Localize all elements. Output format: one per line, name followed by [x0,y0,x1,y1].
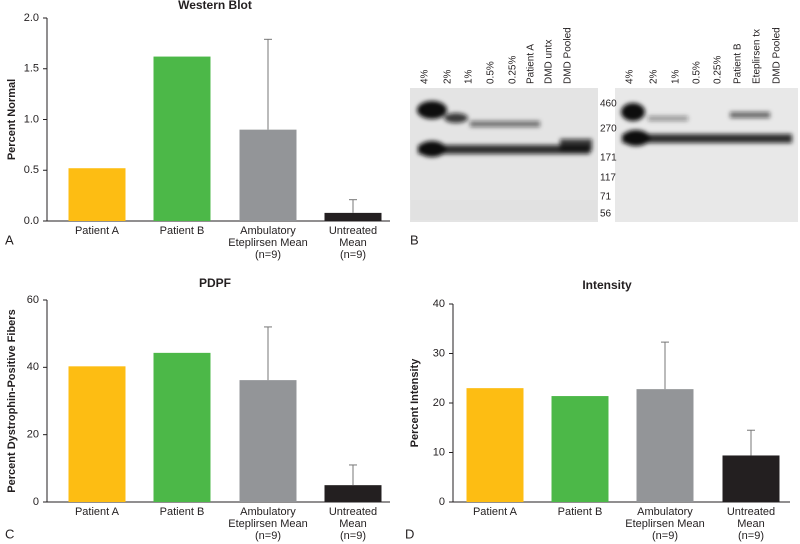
bar [466,388,524,502]
lane-label: 2% [649,69,660,84]
x-tick-label: Patient A [472,506,518,518]
y-axis-label: Percent Dystrophin-Positive Fibers [6,309,18,492]
x-tick-label: Ambulatory Eteplirsen Mean (n=9) [228,506,308,542]
western-blot-image [410,88,798,222]
y-tick-label: 30 [433,347,445,359]
y-tick-label: 10 [433,446,445,458]
y-tick-label: 20 [27,429,39,441]
lane-label: DMD Pooled [772,27,783,84]
size-marker: 270 [600,124,617,135]
lane-label: 0.25% [713,56,724,84]
chart-title: PDPF [199,276,231,290]
y-tick-label: 2.0 [24,12,39,24]
y-tick-label: 0.0 [24,215,39,227]
chart-title: Western Blot [178,0,252,12]
lane-label: Patient B [733,43,744,84]
lane-label: 4% [420,69,431,84]
x-tick-label: Ambulatory Eteplirsen Mean (n=9) [625,506,705,542]
panel-label: D [405,526,414,541]
y-tick-label: 0 [33,496,39,508]
x-tick-label: Patient B [557,506,603,518]
size-marker: 56 [600,209,612,220]
x-tick-label: Untreated Mean (n=9) [328,225,378,261]
bar [636,389,694,502]
y-axis-label: Percent Intensity [409,358,421,448]
bar [239,380,297,502]
y-axis-label: Percent Normal [6,79,18,160]
x-tick-label: Untreated Mean (n=9) [726,506,776,542]
lane-label: 0.25% [508,56,519,84]
x-tick-label: Untreated Mean (n=9) [328,506,378,542]
bar [239,129,297,221]
y-tick-label: 40 [433,298,445,310]
y-tick-label: 0 [439,496,445,508]
panel-label: B [410,232,419,247]
y-tick-label: 0.5 [24,164,39,176]
x-tick-label: Patient A [74,506,120,518]
lane-label: DMD untx [544,40,555,84]
y-tick-label: 1.0 [24,113,39,125]
y-tick-label: 60 [27,294,39,306]
panel-label: C [5,526,14,541]
bar [68,168,126,221]
lane-label: 0.5% [486,61,497,84]
y-tick-label: 40 [27,361,39,373]
size-marker: 117 [600,173,616,184]
bar [153,352,211,502]
lane-label: DMD Pooled [563,27,574,84]
lane-label: Eteplirsen tx [752,29,763,84]
panel-label: A [5,232,14,247]
chart-title: Intensity [582,278,632,292]
x-tick-label: Patient A [74,225,120,237]
lane-label: Patient A [526,44,537,84]
bar [324,212,382,221]
lane-label: 1% [671,69,682,84]
y-tick-label: 20 [433,397,445,409]
bar [324,485,382,502]
size-marker: 171 [600,153,617,164]
y-tick-label: 1.5 [24,63,39,75]
lane-label: 2% [443,69,454,84]
lane-label: 1% [464,69,475,84]
lane-label: 4% [625,69,636,84]
size-marker: 460 [600,99,617,110]
bar [722,455,780,502]
x-tick-label: Patient B [159,225,205,237]
x-tick-label: Patient B [159,506,205,518]
lane-label: 0.5% [692,61,703,84]
bar [68,366,126,502]
bar [551,396,609,502]
size-marker: 71 [600,192,612,203]
bar [153,56,211,221]
x-tick-label: Ambulatory Eteplirsen Mean (n=9) [228,225,308,261]
